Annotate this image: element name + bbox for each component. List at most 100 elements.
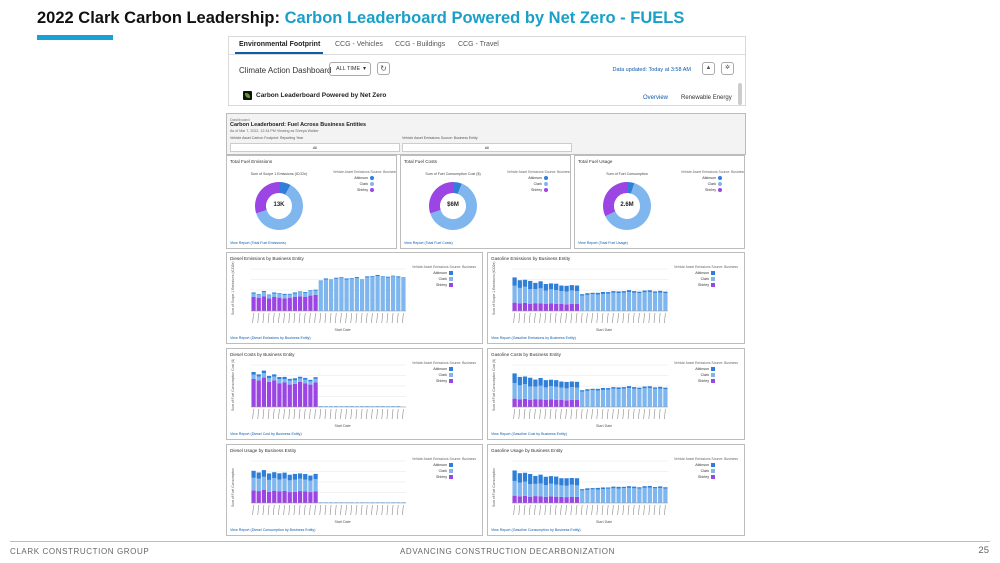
donut-slice-shirley[interactable]: [255, 182, 280, 214]
bar-clark[interactable]: [564, 485, 569, 498]
bar-clark[interactable]: [559, 485, 564, 497]
bar-atkinson[interactable]: [590, 388, 595, 391]
bar-clark[interactable]: [303, 293, 308, 297]
bar-shirley[interactable]: [554, 399, 559, 407]
bar-clark[interactable]: [297, 378, 303, 382]
bar-atkinson[interactable]: [323, 278, 329, 280]
bar-shirley[interactable]: [522, 302, 528, 311]
bar-clark[interactable]: [385, 406, 391, 407]
bar-atkinson[interactable]: [297, 473, 303, 479]
bar-atkinson[interactable]: [621, 486, 626, 489]
donut-slice-atkinson[interactable]: [278, 182, 291, 195]
bar-shirley[interactable]: [512, 302, 517, 311]
bar-atkinson[interactable]: [272, 292, 277, 294]
bar-clark[interactable]: [637, 293, 642, 311]
bar-shirley[interactable]: [538, 399, 543, 407]
bar-clark[interactable]: [266, 479, 272, 492]
bar-clark[interactable]: [621, 488, 626, 503]
bar-atkinson[interactable]: [652, 291, 658, 293]
bar-clark[interactable]: [543, 290, 548, 304]
bar-atkinson[interactable]: [517, 473, 522, 483]
bar-clark[interactable]: [308, 480, 313, 493]
bar-atkinson[interactable]: [522, 279, 528, 287]
bar-shirley[interactable]: [522, 398, 528, 407]
bar-clark[interactable]: [512, 285, 517, 303]
bar-atkinson[interactable]: [266, 294, 272, 296]
bar-shirley[interactable]: [292, 491, 298, 503]
bar-atkinson[interactable]: [564, 478, 569, 486]
bar-shirley[interactable]: [569, 399, 574, 407]
bar-atkinson[interactable]: [658, 386, 663, 389]
bar-atkinson[interactable]: [533, 282, 538, 290]
bar-clark[interactable]: [292, 380, 298, 384]
bar-atkinson[interactable]: [616, 486, 621, 489]
bar-clark[interactable]: [339, 502, 344, 503]
bar-clark[interactable]: [574, 387, 580, 400]
bar-clark[interactable]: [564, 291, 569, 305]
bar-clark[interactable]: [287, 480, 292, 493]
bar-atkinson[interactable]: [616, 387, 621, 390]
bar-clark[interactable]: [543, 387, 548, 400]
bar-atkinson[interactable]: [538, 474, 543, 484]
bar-clark[interactable]: [359, 502, 365, 503]
bar-clark[interactable]: [277, 479, 282, 492]
bar-clark[interactable]: [261, 476, 267, 490]
bar-atkinson[interactable]: [569, 478, 574, 485]
bar-atkinson[interactable]: [287, 378, 292, 381]
bar-shirley[interactable]: [517, 399, 522, 407]
bar-shirley[interactable]: [554, 303, 559, 311]
bar-atkinson[interactable]: [637, 387, 642, 390]
bar-clark[interactable]: [585, 294, 590, 311]
bar-shirley[interactable]: [522, 495, 528, 503]
bar-atkinson[interactable]: [313, 289, 318, 291]
bar-clark[interactable]: [390, 502, 396, 503]
bar-shirley[interactable]: [559, 496, 564, 503]
bar-clark[interactable]: [512, 480, 517, 496]
bar-shirley[interactable]: [548, 303, 554, 311]
bar-atkinson[interactable]: [554, 476, 559, 485]
bar-atkinson[interactable]: [339, 277, 344, 278]
bar-clark[interactable]: [292, 479, 298, 492]
bar-clark[interactable]: [354, 406, 360, 407]
bar-clark[interactable]: [580, 490, 585, 503]
donut-slice-atkinson[interactable]: [452, 182, 462, 195]
bar-clark[interactable]: [611, 388, 616, 407]
bar-clark[interactable]: [590, 294, 595, 311]
bar-clark[interactable]: [334, 278, 339, 311]
bar-atkinson[interactable]: [632, 387, 637, 389]
bar-clark[interactable]: [375, 502, 380, 503]
bar-clark[interactable]: [600, 389, 606, 407]
bar-clark[interactable]: [272, 478, 277, 491]
bar-clark[interactable]: [334, 406, 339, 407]
bar-atkinson[interactable]: [600, 487, 606, 490]
bar-clark[interactable]: [533, 386, 538, 400]
bar-atkinson[interactable]: [611, 387, 616, 389]
bar-clark[interactable]: [658, 388, 663, 407]
bar-clark[interactable]: [380, 502, 385, 503]
bar-shirley[interactable]: [512, 398, 517, 407]
bar-atkinson[interactable]: [261, 291, 267, 293]
bar-clark[interactable]: [600, 293, 606, 311]
bar-shirley[interactable]: [517, 303, 522, 311]
bar-clark[interactable]: [354, 278, 360, 311]
bar-atkinson[interactable]: [559, 478, 564, 486]
bar-atkinson[interactable]: [569, 381, 574, 388]
bar-clark[interactable]: [590, 489, 595, 503]
bar-clark[interactable]: [370, 502, 375, 503]
bar-atkinson[interactable]: [251, 470, 256, 478]
bar-shirley[interactable]: [528, 496, 533, 503]
bar-clark[interactable]: [385, 277, 391, 311]
bar-atkinson[interactable]: [533, 379, 538, 387]
bar-atkinson[interactable]: [538, 378, 543, 386]
bar-shirley[interactable]: [569, 496, 574, 503]
bar-atkinson[interactable]: [256, 374, 261, 377]
bar-clark[interactable]: [663, 293, 668, 311]
bar-clark[interactable]: [606, 488, 611, 503]
bar-clark[interactable]: [261, 292, 267, 297]
bar-shirley[interactable]: [538, 496, 543, 503]
bar-shirley[interactable]: [277, 383, 282, 407]
bar-clark[interactable]: [401, 278, 406, 311]
bar-atkinson[interactable]: [585, 488, 590, 490]
bar-atkinson[interactable]: [528, 474, 533, 485]
bar-shirley[interactable]: [528, 399, 533, 407]
